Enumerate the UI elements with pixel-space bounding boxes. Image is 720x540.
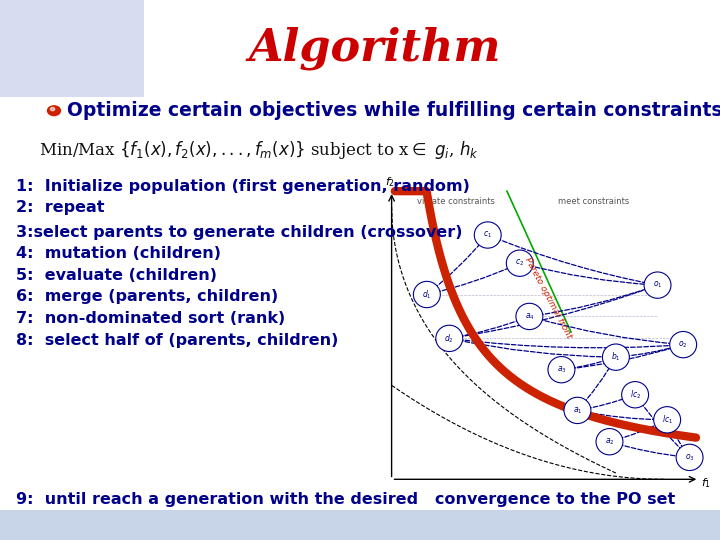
Text: $o_2$: $o_2$ <box>678 339 688 350</box>
Text: $lc_2$: $lc_2$ <box>629 388 641 401</box>
Circle shape <box>548 356 575 383</box>
Text: 2:  repeat: 2: repeat <box>16 200 104 215</box>
Circle shape <box>474 222 501 248</box>
Text: Pareto optimal front: Pareto optimal front <box>523 256 573 340</box>
Circle shape <box>516 303 543 329</box>
Circle shape <box>621 382 649 408</box>
Circle shape <box>596 429 623 455</box>
Text: $o_1$: $o_1$ <box>653 280 662 291</box>
Text: $f_1$: $f_1$ <box>701 476 711 490</box>
Circle shape <box>506 250 534 276</box>
Text: $a_2$: $a_2$ <box>605 436 614 447</box>
Text: Min/Max $\{f_1(x), f_2(x), ..., f_m(x)\}$ subject to x$\in$ $g_i$, $h_k$: Min/Max $\{f_1(x), f_2(x), ..., f_m(x)\}… <box>40 139 479 161</box>
Text: $b_1$: $b_1$ <box>611 351 621 363</box>
Text: 5:  evaluate (children): 5: evaluate (children) <box>16 268 217 283</box>
Text: $c_1$: $c_1$ <box>483 230 492 240</box>
Text: $lc_1$: $lc_1$ <box>662 414 672 426</box>
Circle shape <box>676 444 703 470</box>
Text: $a_3$: $a_3$ <box>557 364 566 375</box>
Text: violate constraints: violate constraints <box>417 197 495 206</box>
Text: $a_1$: $a_1$ <box>572 405 582 416</box>
Circle shape <box>670 332 697 358</box>
Text: Algorithm: Algorithm <box>248 27 500 70</box>
Text: 9:  until reach a generation with the desired   convergence to the PO set: 9: until reach a generation with the des… <box>16 492 675 507</box>
Circle shape <box>564 397 591 423</box>
Text: $c_2$: $c_2$ <box>516 258 524 268</box>
Circle shape <box>35 26 99 73</box>
Circle shape <box>28 37 60 60</box>
Text: $f_2$: $f_2$ <box>385 175 395 188</box>
Text: 8:  select half of (parents, children): 8: select half of (parents, children) <box>16 333 338 348</box>
Text: $a_4$: $a_4$ <box>524 311 534 322</box>
Text: 6:  merge (parents, children): 6: merge (parents, children) <box>16 289 278 305</box>
Text: $d_2$: $d_2$ <box>444 332 454 345</box>
Text: 3:select parents to generate children (crossover): 3:select parents to generate children (c… <box>16 225 462 240</box>
Text: 7:  non-dominated sort (rank): 7: non-dominated sort (rank) <box>16 311 285 326</box>
Circle shape <box>644 272 671 298</box>
Text: 1:  Initialize population (first generation, random): 1: Initialize population (first generati… <box>16 179 469 194</box>
Circle shape <box>413 281 441 308</box>
Text: Optimize certain objectives while fulfilling certain constraints.: Optimize certain objectives while fulfil… <box>67 101 720 120</box>
Text: $o_3$: $o_3$ <box>685 452 694 463</box>
Circle shape <box>654 407 680 433</box>
Text: meet constraints: meet constraints <box>558 197 629 206</box>
Text: 4:  mutation (children): 4: mutation (children) <box>16 246 221 261</box>
Text: $d_1$: $d_1$ <box>422 288 432 301</box>
Circle shape <box>436 325 463 352</box>
Circle shape <box>603 344 629 370</box>
